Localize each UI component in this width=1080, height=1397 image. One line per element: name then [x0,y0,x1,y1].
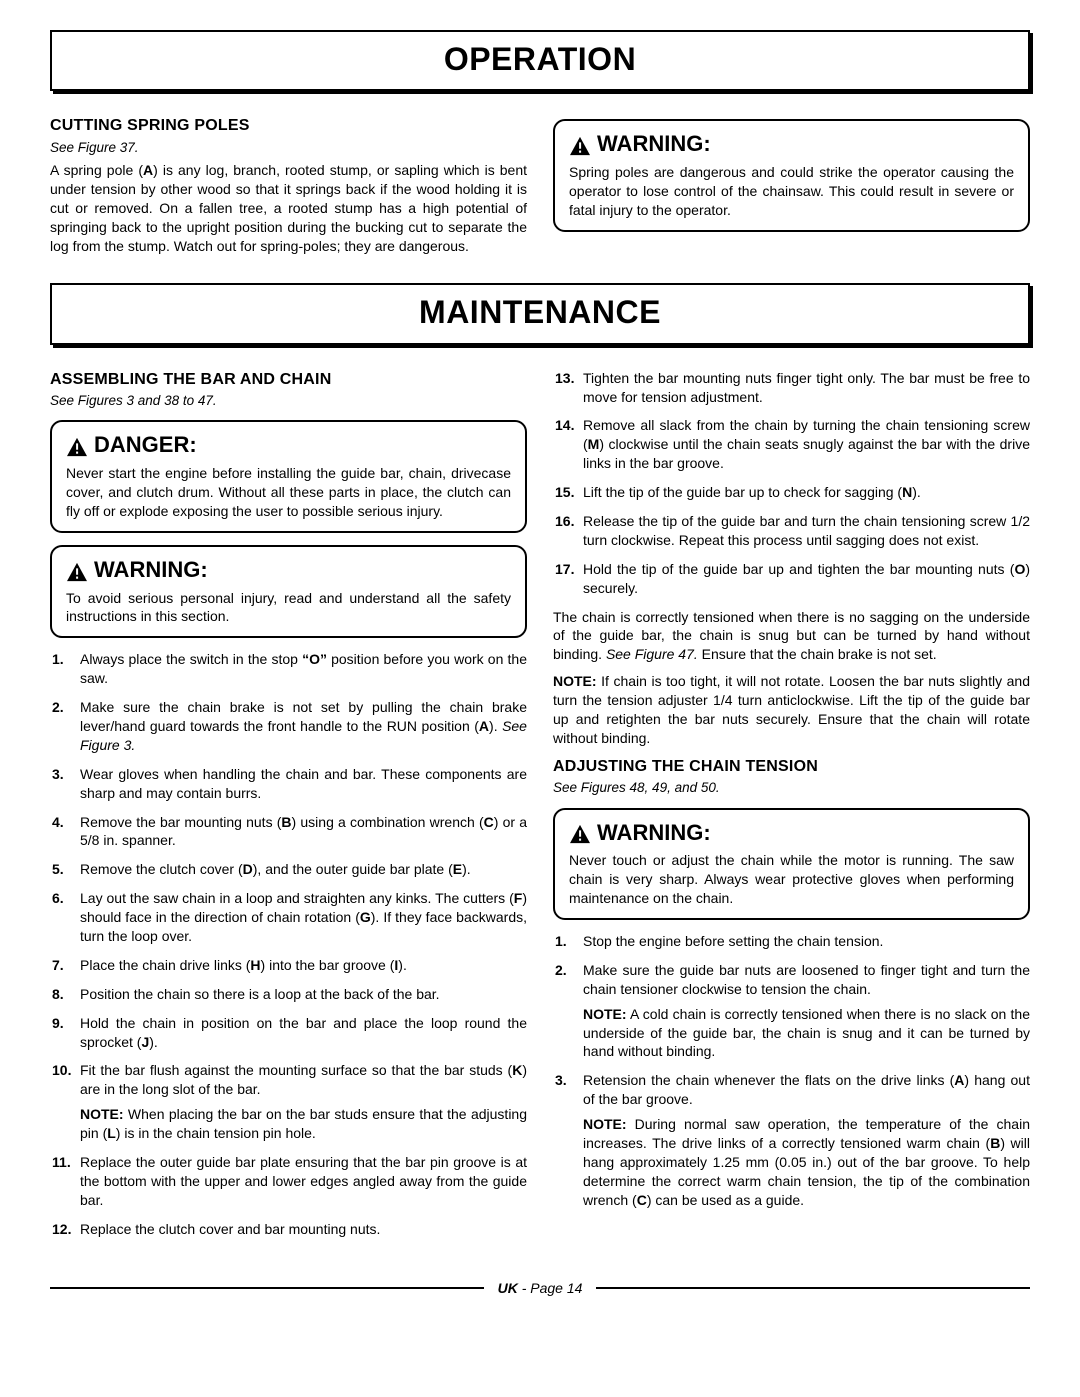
step-note: NOTE: A cold chain is correctly tensione… [583,1005,1030,1062]
spring-pole-paragraph: A spring pole (A) is any log, branch, ro… [50,161,527,255]
step-item: Tighten the bar mounting nuts finger tig… [553,369,1030,407]
step-item: Fit the bar flush against the mounting s… [50,1061,527,1143]
step-item: Hold the tip of the guide bar up and tig… [553,560,1030,598]
assembling-steps-left: Always place the switch in the stop “O” … [50,650,527,1238]
step-item: Position the chain so there is a loop at… [50,985,527,1004]
warning-title: WARNING: [569,129,1014,159]
maintenance-left-col: ASSEMBLING THE BAR AND CHAIN See Figures… [50,363,527,1249]
maintenance-columns: ASSEMBLING THE BAR AND CHAIN See Figures… [50,363,1030,1249]
step-item: Stop the engine before setting the chain… [553,932,1030,951]
danger-label: DANGER: [94,430,197,460]
step-item: Make sure the chain brake is not set by … [50,698,527,755]
warning-triangle-icon [66,435,88,455]
warning-label: WARNING: [597,129,711,159]
step-item: Release the tip of the guide bar and tur… [553,512,1030,550]
assembling-steps-right: Tighten the bar mounting nuts finger tig… [553,369,1030,598]
step-item: Remove the bar mounting nuts (B) using a… [50,813,527,851]
step-item: Always place the switch in the stop “O” … [50,650,527,688]
tension-paragraph-1: The chain is correctly tensioned when th… [553,608,1030,665]
see-figures-48-50: See Figures 48, 49, and 50. [553,779,1030,797]
step-item: Replace the clutch cover and bar mountin… [50,1220,527,1239]
warning-triangle-icon [569,134,591,154]
warning-assembling: WARNING: To avoid serious personal injur… [50,545,527,638]
step-item: Retension the chain whenever the flats o… [553,1071,1030,1209]
warning-label: WARNING: [597,818,711,848]
step-item: Hold the chain in position on the bar an… [50,1014,527,1052]
step-item: Remove all slack from the chain by turni… [553,416,1030,473]
see-figures-3-38-47: See Figures 3 and 38 to 47. [50,392,527,410]
see-figure-37: See Figure 37. [50,139,527,157]
danger-assembling: DANGER: Never start the engine before in… [50,420,527,532]
footer-rule-right [596,1287,1030,1289]
warning-spring-poles: WARNING: Spring poles are dangerous and … [553,119,1030,231]
warning-body: Spring poles are dangerous and could str… [569,163,1014,220]
step-item: Lift the tip of the guide bar up to chec… [553,483,1030,502]
footer-rule-left [50,1287,484,1289]
adjusting-steps: Stop the engine before setting the chain… [553,932,1030,1210]
section-banner-maintenance: MAINTENANCE [50,283,1030,344]
warning-triangle-icon [569,822,591,842]
section-banner-operation: OPERATION [50,30,1030,91]
step-note: NOTE: During normal saw operation, the t… [583,1115,1030,1209]
subhead-cutting-spring-poles: CUTTING SPRING POLES [50,115,527,137]
warning-adjusting: WARNING: Never touch or adjust the chain… [553,808,1030,920]
operation-right-col: WARNING: Spring poles are dangerous and … [553,109,1030,263]
warning-title: WARNING: [569,818,1014,848]
danger-title: DANGER: [66,430,511,460]
operation-columns: CUTTING SPRING POLES See Figure 37. A sp… [50,109,1030,263]
page-footer: UK - Page 14 [50,1279,1030,1298]
step-item: Remove the clutch cover (D), and the out… [50,860,527,879]
danger-body: Never start the engine before installing… [66,464,511,521]
step-item: Place the chain drive links (H) into the… [50,956,527,975]
warning-triangle-icon [66,560,88,580]
operation-left-col: CUTTING SPRING POLES See Figure 37. A sp… [50,109,527,263]
subhead-adjusting: ADJUSTING THE CHAIN TENSION [553,756,1030,778]
warning-title: WARNING: [66,555,511,585]
subhead-assembling: ASSEMBLING THE BAR AND CHAIN [50,369,527,391]
footer-label: UK - Page 14 [498,1279,583,1298]
tension-paragraph-2: NOTE: If chain is too tight, it will not… [553,672,1030,748]
step-item: Replace the outer guide bar plate ensuri… [50,1153,527,1210]
warning-label: WARNING: [94,555,208,585]
step-item: Wear gloves when handling the chain and … [50,765,527,803]
step-item: Make sure the guide bar nuts are loosene… [553,961,1030,1061]
maintenance-right-col: Tighten the bar mounting nuts finger tig… [553,363,1030,1249]
step-note: NOTE: When placing the bar on the bar st… [80,1105,527,1143]
warning-body: To avoid serious personal injury, read a… [66,589,511,627]
warning-body: Never touch or adjust the chain while th… [569,851,1014,908]
step-item: Lay out the saw chain in a loop and stra… [50,889,527,946]
